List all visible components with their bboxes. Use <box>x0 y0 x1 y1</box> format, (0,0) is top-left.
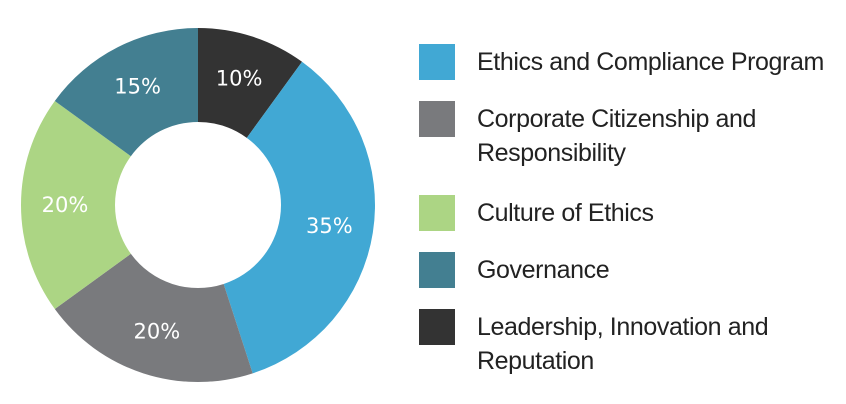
legend-label-line: Responsibility <box>477 139 626 167</box>
donut-slice-label-3: 20% <box>42 193 89 217</box>
donut-slice-4 <box>54 28 199 157</box>
legend-swatch-ethics-compliance <box>419 44 455 80</box>
donut-slice-labels: 10% 35% 20% 20% 15% <box>42 67 353 344</box>
legend-swatch-governance <box>419 252 455 288</box>
legend-label-leadership: Leadership, Innovation and Reputation <box>477 310 769 378</box>
legend-label-ethics-compliance: Ethics and Compliance Program <box>477 45 824 79</box>
legend-item-corporate-citizenship: Corporate Citizenship and Responsibility <box>419 101 839 170</box>
donut-slice-1 <box>223 61 375 374</box>
legend-swatch-leadership <box>419 309 455 345</box>
legend-label-governance: Governance <box>477 253 610 287</box>
donut-slices <box>21 28 375 382</box>
donut-slice-label-4: 15% <box>114 75 161 99</box>
legend-label-line: Corporate Citizenship and <box>477 105 757 133</box>
donut-chart: 10% 35% 20% 20% 15% <box>21 28 375 382</box>
legend-label-line: Culture of Ethics <box>477 199 654 227</box>
legend-item-culture-of-ethics: Culture of Ethics <box>419 195 839 231</box>
legend-item-ethics-compliance: Ethics and Compliance Program <box>419 44 839 80</box>
legend-swatch-corporate-citizenship <box>419 101 455 137</box>
donut-slice-2 <box>54 253 253 382</box>
donut-slice-0 <box>198 28 303 138</box>
legend-label-corporate-citizenship: Corporate Citizenship and Responsibility <box>477 102 756 170</box>
legend-label-line: Ethics and Compliance Program <box>477 48 824 76</box>
donut-slice-label-0: 10% <box>216 67 263 91</box>
donut-slice-3 <box>21 100 131 310</box>
legend-label-line: Governance <box>477 256 610 284</box>
legend-label-line: Reputation <box>477 347 594 375</box>
legend-label-line: Leadership, Innovation and <box>477 313 769 341</box>
legend-label-culture-of-ethics: Culture of Ethics <box>477 196 654 230</box>
legend-item-leadership: Leadership, Innovation and Reputation <box>419 309 839 378</box>
legend-item-governance: Governance <box>419 252 839 288</box>
legend-swatch-culture-of-ethics <box>419 195 455 231</box>
donut-slice-label-2: 20% <box>134 320 181 344</box>
donut-slice-label-1: 35% <box>306 214 353 238</box>
